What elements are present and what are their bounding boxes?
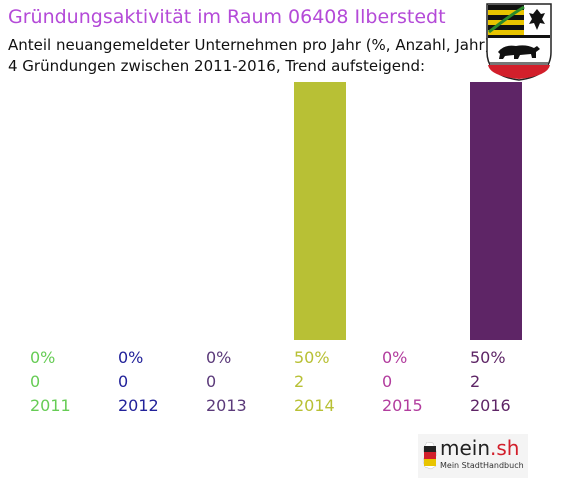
count-label: 0 xyxy=(206,372,217,391)
year-label: 2016 xyxy=(470,396,511,415)
year-label: 2015 xyxy=(382,396,423,415)
chart-summary: 4 Gründungen zwischen 2011-2016, Trend a… xyxy=(8,57,426,75)
label-column-2016: 50% 2 2016 xyxy=(470,346,530,418)
count-label: 0 xyxy=(30,372,41,391)
label-column-2012: 0% 0 2012 xyxy=(118,346,178,418)
chart-title: Gründungsaktivität im Raum 06408 Ilberst… xyxy=(8,6,446,28)
label-column-2011: 0% 0 2011 xyxy=(30,346,90,418)
logo-wordmark: mein.sh xyxy=(440,436,520,460)
germany-map-icon xyxy=(422,442,438,470)
coat-of-arms-icon xyxy=(486,3,552,81)
percent-label: 0% xyxy=(118,348,144,367)
percent-label: 0% xyxy=(206,348,232,367)
logo-tagline: Mein StadtHandbuch xyxy=(440,461,524,470)
percent-label: 50% xyxy=(470,348,506,367)
count-label: 2 xyxy=(294,372,305,391)
bar-2016 xyxy=(470,82,522,340)
count-label: 0 xyxy=(118,372,129,391)
chart-subtitle: Anteil neuangemeldeter Unternehmen pro J… xyxy=(8,36,491,54)
year-label: 2011 xyxy=(30,396,71,415)
label-column-2015: 0% 0 2015 xyxy=(382,346,442,418)
year-label: 2013 xyxy=(206,396,247,415)
count-label: 0 xyxy=(382,372,393,391)
label-column-2013: 0% 0 2013 xyxy=(206,346,266,418)
percent-label: 0% xyxy=(30,348,56,367)
count-label: 2 xyxy=(470,372,481,391)
year-label: 2012 xyxy=(118,396,159,415)
mein-sh-logo: mein.sh Mein StadtHandbuch xyxy=(418,434,528,478)
label-column-2014: 50% 2 2014 xyxy=(294,346,354,418)
percent-label: 50% xyxy=(294,348,330,367)
year-label: 2014 xyxy=(294,396,335,415)
percent-label: 0% xyxy=(382,348,408,367)
bar-2014 xyxy=(294,82,346,340)
